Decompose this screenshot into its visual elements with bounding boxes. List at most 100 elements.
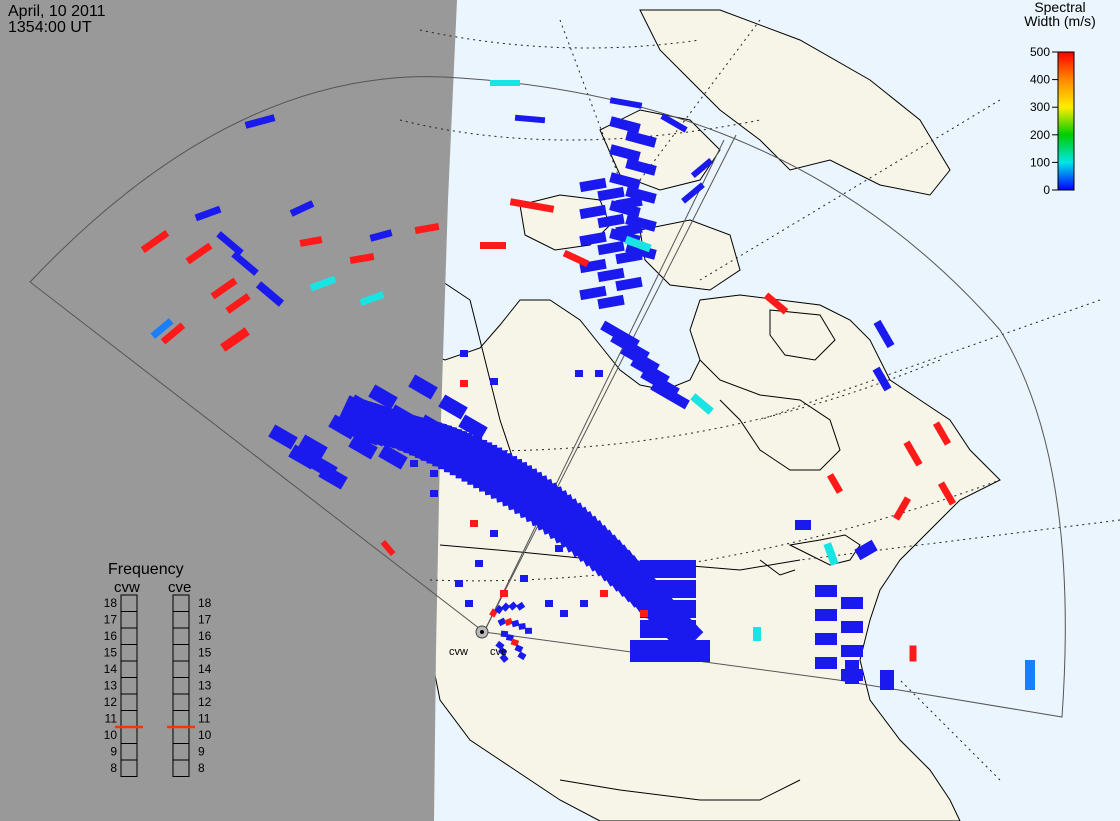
time-label: 1354:00 UT	[8, 19, 92, 36]
data-cell	[508, 601, 518, 611]
data-cell	[509, 198, 555, 213]
greenland	[639, 9, 951, 196]
data-cell	[268, 424, 298, 450]
colorbar-tick-label: 100	[1030, 155, 1050, 169]
data-cell	[244, 114, 276, 129]
frequency-scale-label: 12	[104, 695, 118, 709]
data-cell	[640, 560, 654, 578]
data-cell	[498, 646, 508, 657]
frequency-scale-label: 9	[110, 745, 117, 759]
data-cell	[309, 275, 337, 292]
data-cell	[841, 669, 863, 681]
data-cell	[255, 281, 285, 307]
data-cell	[682, 620, 696, 638]
data-cell	[826, 473, 844, 494]
data-cell	[298, 434, 328, 460]
frequency-scale-label: 18	[198, 596, 212, 610]
data-cell	[349, 252, 375, 265]
radar-site-marker	[475, 625, 489, 639]
frequency-title: Frequency	[108, 561, 184, 578]
data-cell	[595, 370, 603, 377]
data-cell	[650, 380, 690, 410]
data-cell	[475, 560, 483, 567]
data-cell	[560, 610, 568, 617]
data-cell	[438, 394, 468, 420]
data-cell	[505, 633, 514, 642]
data-cell	[872, 366, 892, 392]
data-cell	[815, 585, 837, 597]
frequency-column-cvw	[120, 594, 138, 777]
data-cell	[932, 421, 952, 446]
data-cell	[511, 619, 520, 628]
data-cell	[681, 182, 705, 204]
hudson-bay-island	[769, 309, 836, 361]
data-cell	[500, 590, 508, 597]
data-cell	[625, 158, 657, 176]
data-cell	[378, 444, 408, 470]
frequency-scale-label: 8	[198, 761, 205, 775]
frequency-scale-label: 15	[104, 646, 118, 660]
data-cell	[873, 319, 895, 349]
data-cell	[514, 114, 546, 124]
data-cell	[430, 490, 438, 497]
data-cell	[497, 617, 507, 627]
data-cell	[460, 350, 468, 357]
spectral-width-cells	[140, 80, 1035, 690]
data-cell	[318, 464, 348, 490]
data-cell	[328, 414, 358, 440]
data-cell	[380, 539, 396, 557]
data-cell	[654, 560, 668, 578]
data-cell	[625, 186, 657, 204]
data-cell	[150, 318, 174, 339]
data-cell	[823, 542, 839, 566]
hudson-bay-coast	[699, 359, 841, 471]
colorbar-tick-label: 200	[1030, 128, 1050, 142]
data-cell	[654, 580, 668, 598]
data-cell	[501, 602, 511, 612]
data-cell	[580, 600, 588, 607]
data-cell	[160, 322, 186, 345]
data-cell	[470, 520, 478, 527]
colorbar-tick-label: 0	[1043, 183, 1050, 197]
data-cell	[579, 177, 607, 193]
data-cell	[640, 610, 648, 617]
colorbar: 500 400 300 200 100 0	[1030, 45, 1075, 197]
data-cell	[579, 231, 607, 247]
frequency-scale-label: 17	[104, 613, 118, 627]
data-cell	[369, 229, 393, 242]
frequency-scale-label: 16	[198, 629, 212, 643]
data-cell	[517, 651, 527, 661]
data-cell	[504, 617, 513, 627]
data-cell	[815, 609, 837, 621]
frequency-column-cve	[172, 594, 190, 777]
data-cell	[668, 560, 682, 578]
data-cell	[490, 378, 498, 385]
data-cell	[1025, 660, 1035, 690]
radar-fov	[29, 76, 1066, 718]
data-cell	[408, 374, 438, 400]
data-cell	[524, 627, 533, 634]
data-cell	[545, 600, 553, 607]
site-label-cvw: cvw	[449, 646, 468, 658]
us-mexico-border	[559, 779, 801, 801]
data-cell	[216, 231, 244, 256]
data-cell	[194, 205, 222, 222]
data-cell	[668, 620, 682, 638]
fov-outline	[29, 76, 1066, 718]
data-cell	[418, 414, 448, 440]
bc-alberta-border	[439, 279, 521, 481]
latlon-grid	[399, 19, 1120, 781]
colorbar-tick-label: 400	[1030, 73, 1050, 87]
data-cell	[597, 186, 625, 202]
frequency-scale-label: 18	[104, 596, 118, 610]
colorbar-title-line1: Spectral	[1034, 0, 1086, 15]
data-cell	[880, 670, 894, 690]
data-cell	[841, 645, 863, 657]
data-cell	[795, 520, 811, 530]
data-cell	[597, 294, 625, 310]
data-cell	[562, 249, 590, 268]
frequency-scale-label: 10	[198, 728, 212, 742]
colorbar-tick-label: 500	[1030, 45, 1050, 59]
data-cell	[455, 580, 463, 587]
